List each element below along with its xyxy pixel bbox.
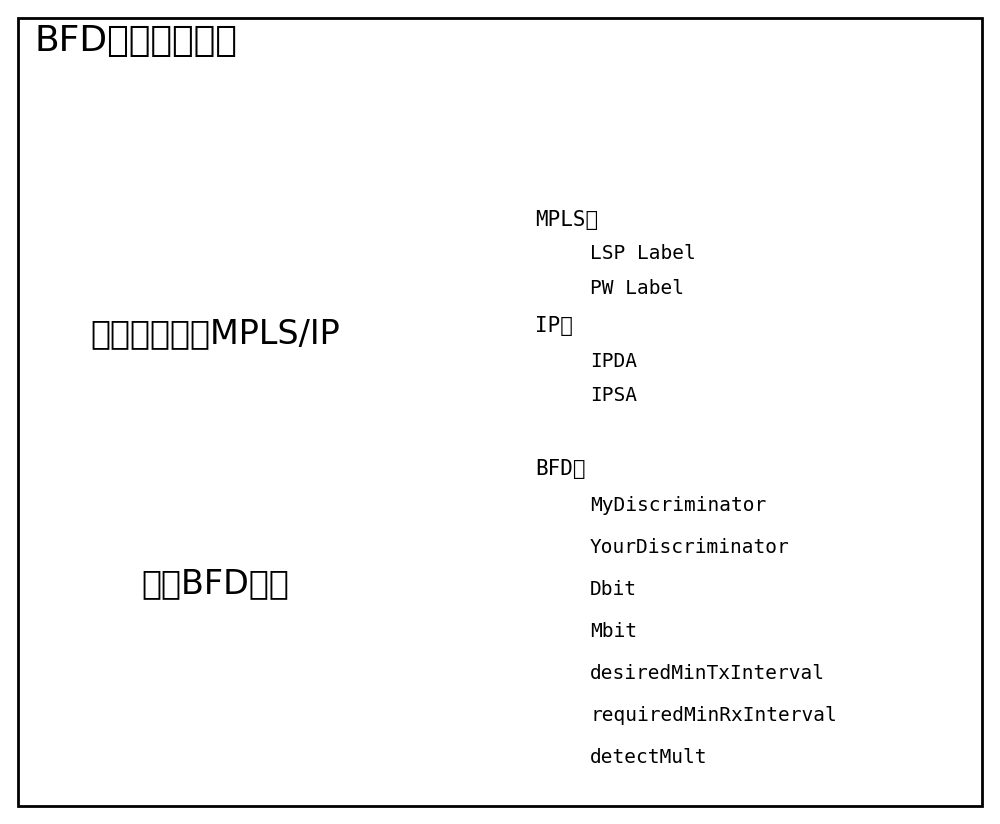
Text: 解析外层封装MPLS/IP: 解析外层封装MPLS/IP <box>90 317 340 350</box>
Text: 解析BFD报文: 解析BFD报文 <box>141 568 289 601</box>
Text: IP：: IP： <box>535 316 573 336</box>
Text: MyDiscriminator: MyDiscriminator <box>590 496 766 515</box>
Text: requiredMinRxInterval: requiredMinRxInterval <box>590 706 837 725</box>
Text: Mbit: Mbit <box>590 622 637 641</box>
Text: LSP Label: LSP Label <box>590 244 696 263</box>
Text: BFD报文解析模块: BFD报文解析模块 <box>35 24 238 58</box>
Text: desiredMinTxInterval: desiredMinTxInterval <box>590 664 825 683</box>
Text: IPSA: IPSA <box>590 386 637 405</box>
Text: MPLS：: MPLS： <box>535 210 598 230</box>
Text: detectMult: detectMult <box>590 748 708 767</box>
Text: YourDiscriminator: YourDiscriminator <box>590 538 790 557</box>
Text: PW Label: PW Label <box>590 279 684 298</box>
Text: IPDA: IPDA <box>590 352 637 371</box>
Text: Dbit: Dbit <box>590 580 637 599</box>
Text: BFD：: BFD： <box>535 459 586 479</box>
